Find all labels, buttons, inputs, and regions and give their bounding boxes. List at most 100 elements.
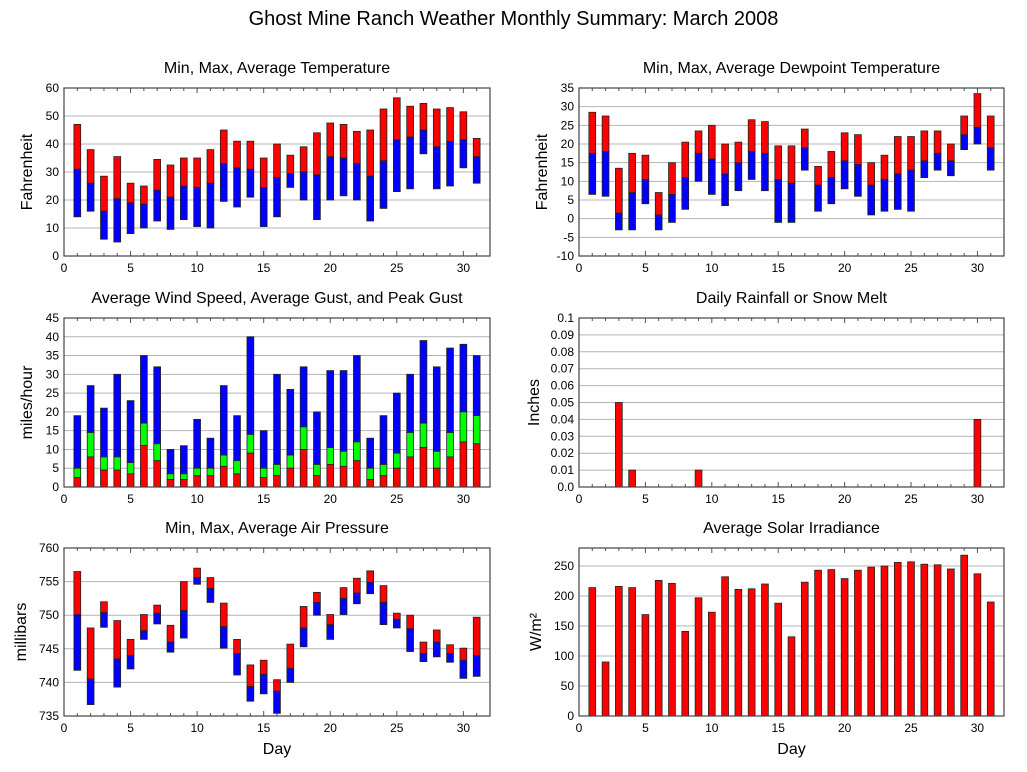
bar-peak-gust bbox=[339, 370, 348, 452]
bar-min-avg bbox=[694, 152, 703, 182]
bar-value bbox=[973, 418, 982, 488]
bar-min-avg bbox=[353, 163, 361, 201]
y-tick-label: 30 bbox=[561, 100, 575, 114]
y-tick-label: 10 bbox=[561, 174, 575, 188]
bar-avg-max bbox=[326, 614, 335, 626]
bar-average-gust bbox=[180, 473, 188, 480]
y-tick-label: 15 bbox=[561, 156, 575, 170]
x-tick-label: 10 bbox=[190, 721, 204, 735]
bar-average-gust bbox=[432, 450, 441, 469]
bar-average-wind bbox=[339, 465, 348, 488]
x-tick-label: 20 bbox=[324, 492, 338, 506]
bar-peak-gust bbox=[379, 415, 388, 465]
bar-avg-max bbox=[313, 132, 321, 176]
bar-peak-gust bbox=[286, 388, 295, 456]
bar-peak-gust bbox=[326, 370, 335, 448]
bar-avg-max bbox=[100, 175, 108, 212]
y-tick-label: 35 bbox=[46, 349, 60, 363]
bar-avg-max bbox=[153, 158, 161, 191]
y-tick-label: 25 bbox=[46, 386, 60, 400]
bar-average-gust bbox=[472, 415, 481, 445]
y-tick-label: 35 bbox=[561, 81, 575, 95]
x-tick-label: 20 bbox=[838, 721, 852, 735]
chart-pressure: Min, Max, Average Air Pressure 735 740 745 7… bbox=[13, 520, 491, 758]
bar-min-avg bbox=[353, 592, 361, 605]
bar-peak-gust bbox=[233, 415, 241, 462]
bar-peak-gust bbox=[166, 449, 175, 475]
bar-avg-max bbox=[86, 627, 95, 680]
bar-avg-max bbox=[353, 577, 361, 594]
bar-min-avg bbox=[814, 184, 822, 212]
x-tick-label: 30 bbox=[457, 261, 471, 275]
plot-frame bbox=[63, 317, 491, 488]
bar-average-wind bbox=[472, 443, 481, 488]
y-tick-label: 45 bbox=[46, 311, 60, 325]
bar-min-avg bbox=[233, 167, 241, 208]
bar-min-avg bbox=[893, 173, 902, 210]
bar-min-avg bbox=[774, 179, 783, 223]
bar-value bbox=[747, 588, 756, 717]
bar-avg-max bbox=[353, 130, 361, 164]
bar-value bbox=[774, 602, 783, 717]
bar-average-wind bbox=[459, 441, 468, 488]
bar-min-avg bbox=[86, 182, 95, 212]
bar-average-gust bbox=[419, 422, 428, 448]
bar-avg-max bbox=[299, 146, 308, 173]
bar-peak-gust bbox=[86, 385, 95, 433]
bar-avg-max bbox=[406, 614, 414, 630]
y-tick-label: 100 bbox=[554, 649, 574, 663]
y-tick-label: 0.07 bbox=[551, 362, 575, 376]
bar-avg-max bbox=[73, 124, 82, 170]
bar-min-avg bbox=[432, 146, 441, 190]
bar-min-avg bbox=[708, 158, 716, 195]
bar-min-avg bbox=[854, 164, 862, 197]
bar-min-avg bbox=[326, 156, 335, 201]
bar-min-avg bbox=[947, 160, 955, 177]
bar-avg-max bbox=[326, 122, 335, 157]
bar-peak-gust bbox=[219, 385, 228, 456]
bar-avg-max bbox=[299, 606, 308, 629]
x-tick-label: 25 bbox=[390, 492, 404, 506]
y-tick-label: 5 bbox=[52, 461, 59, 475]
bar-value bbox=[721, 576, 729, 717]
bar-peak-gust bbox=[393, 392, 401, 454]
bar-avg-max bbox=[446, 107, 454, 142]
y-tick-label: 20 bbox=[46, 405, 60, 419]
bar-average-gust bbox=[193, 467, 201, 477]
bar-average-wind bbox=[206, 475, 215, 488]
bar-value bbox=[601, 661, 610, 717]
bar-average-wind bbox=[366, 479, 374, 488]
bar-min-avg bbox=[472, 655, 481, 677]
bar-value bbox=[840, 578, 849, 717]
bar-average-gust bbox=[299, 426, 308, 450]
bar-min-avg bbox=[219, 163, 228, 202]
bar-average-gust bbox=[379, 464, 388, 477]
bar-avg-max bbox=[153, 604, 161, 614]
bar-avg-max bbox=[800, 128, 809, 149]
bar-peak-gust bbox=[180, 445, 188, 475]
bar-avg-max bbox=[588, 111, 597, 154]
bar-avg-max bbox=[339, 587, 348, 599]
bar-min-avg bbox=[126, 655, 135, 670]
bar-avg-max bbox=[867, 162, 875, 186]
bar-min-avg bbox=[800, 147, 809, 171]
bar-min-avg bbox=[960, 134, 968, 151]
bar-avg-max bbox=[286, 154, 295, 174]
bar-value bbox=[694, 469, 703, 488]
bar-value bbox=[854, 569, 862, 717]
bar-min-avg bbox=[406, 136, 414, 190]
plot-frame bbox=[578, 87, 1005, 257]
bar-min-avg bbox=[406, 628, 414, 652]
bar-avg-max bbox=[774, 145, 783, 180]
x-tick-label: 5 bbox=[642, 261, 649, 275]
bar-peak-gust bbox=[140, 355, 148, 424]
bar-min-avg bbox=[286, 667, 295, 683]
x-tick-label: 25 bbox=[390, 261, 404, 275]
x-tick-label: 15 bbox=[257, 492, 271, 506]
bar-min-avg bbox=[73, 168, 82, 218]
x-tick-label: 10 bbox=[705, 492, 719, 506]
bar-average-gust bbox=[153, 443, 161, 462]
bar-avg-max bbox=[273, 143, 281, 178]
bar-min-avg bbox=[641, 179, 650, 205]
